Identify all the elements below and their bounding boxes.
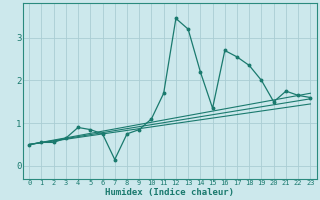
X-axis label: Humidex (Indice chaleur): Humidex (Indice chaleur) [105, 188, 234, 197]
